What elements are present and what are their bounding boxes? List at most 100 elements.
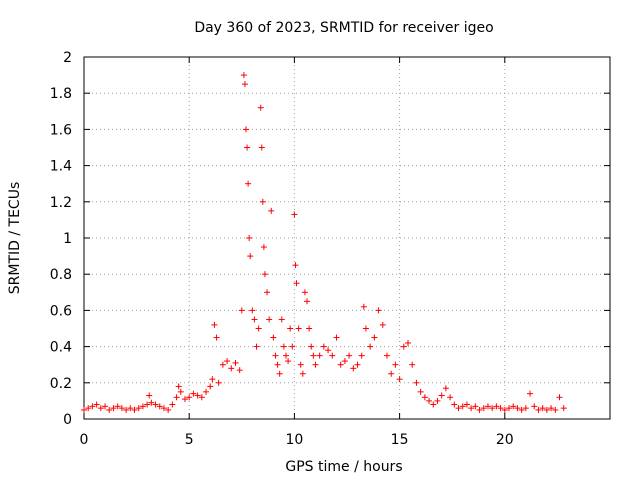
- plot-frame: [83, 56, 611, 420]
- y-tick-label: 0.8: [50, 267, 72, 283]
- data-point: [358, 352, 365, 359]
- x-tick-label: 10: [285, 432, 303, 448]
- data-point: [181, 396, 188, 403]
- data-point: [127, 405, 134, 412]
- data-point: [484, 403, 491, 410]
- data-point: [350, 365, 357, 372]
- data-point: [93, 401, 100, 408]
- data-point: [329, 352, 336, 359]
- data-point: [97, 405, 104, 412]
- data-point: [280, 343, 287, 350]
- data-point: [371, 334, 378, 341]
- data-point: [156, 403, 163, 410]
- data-point: [278, 316, 285, 323]
- data-point: [430, 401, 437, 408]
- data-point: [165, 406, 172, 413]
- data-point: [325, 347, 332, 354]
- x-tick-label: 20: [496, 432, 514, 448]
- data-point: [493, 403, 500, 410]
- data-point: [241, 81, 248, 88]
- data-point: [110, 405, 117, 412]
- data-point: [367, 343, 374, 350]
- data-point: [246, 235, 253, 241]
- data-point: [506, 405, 513, 412]
- data-point: [243, 126, 250, 133]
- data-point: [360, 303, 367, 310]
- x-tick-label: 0: [80, 432, 89, 448]
- data-point: [240, 72, 247, 79]
- data-point: [292, 262, 299, 269]
- y-tick-label: 0.6: [50, 303, 72, 319]
- data-point: [421, 394, 428, 401]
- data-point: [260, 244, 267, 251]
- data-point: [354, 361, 361, 368]
- data-point: [293, 280, 300, 287]
- data-point: [261, 271, 268, 278]
- data-point: [247, 253, 254, 260]
- data-point: [203, 388, 210, 395]
- data-point: [274, 361, 281, 368]
- data-point: [291, 211, 298, 218]
- data-point: [480, 405, 487, 412]
- data-point: [190, 390, 197, 397]
- y-tick-label: 0: [63, 412, 72, 428]
- data-point: [476, 406, 483, 413]
- x-axis-label: GPS time / hours: [285, 459, 402, 475]
- data-point: [434, 397, 441, 404]
- y-tick-label: 2: [63, 50, 72, 66]
- data-point: [289, 343, 296, 350]
- data-point: [259, 198, 266, 205]
- data-point: [333, 334, 340, 341]
- y-tick-label: 1: [63, 231, 72, 247]
- data-point: [285, 358, 292, 365]
- data-point: [213, 334, 220, 341]
- data-point: [438, 392, 445, 399]
- data-point: [106, 406, 113, 413]
- data-point: [383, 352, 390, 359]
- data-point: [548, 405, 555, 412]
- data-point: [238, 307, 245, 314]
- data-point: [316, 352, 323, 359]
- data-point: [320, 343, 327, 350]
- data-point: [447, 394, 454, 401]
- data-point: [209, 376, 216, 383]
- data-point: [409, 361, 416, 368]
- data-point: [514, 405, 521, 412]
- data-point: [522, 405, 529, 412]
- data-point: [299, 370, 306, 377]
- grid-lines: [84, 57, 610, 419]
- data-point: [236, 367, 243, 374]
- data-point: [472, 403, 479, 410]
- data-point: [264, 289, 271, 296]
- data-point: [413, 379, 420, 386]
- data-point: [463, 401, 470, 408]
- y-tick-label: 1.6: [50, 122, 72, 138]
- x-tick-label: 5: [185, 432, 194, 448]
- data-point: [297, 361, 304, 368]
- data-point: [388, 370, 395, 377]
- data-point: [468, 405, 475, 412]
- data-point: [211, 321, 218, 328]
- data-point: [232, 359, 239, 366]
- data-point: [228, 365, 235, 372]
- data-point: [81, 406, 87, 413]
- data-point: [451, 401, 458, 408]
- data-point: [362, 325, 369, 332]
- data-point: [282, 352, 289, 359]
- data-point: [417, 388, 424, 395]
- data-point: [501, 406, 508, 413]
- data-point: [552, 406, 559, 413]
- data-point: [268, 207, 275, 214]
- data-point: [152, 401, 159, 408]
- x-tick-label: 15: [391, 432, 409, 448]
- data-point: [173, 394, 180, 401]
- data-point: [560, 405, 567, 412]
- data-point: [312, 361, 319, 368]
- y-axis-label: SRMTID / TECUs: [7, 182, 23, 295]
- data-point: [118, 405, 125, 412]
- data-point: [543, 406, 550, 413]
- data-point: [455, 405, 462, 412]
- data-point: [346, 352, 353, 359]
- data-point: [215, 379, 222, 386]
- data-point: [287, 325, 294, 332]
